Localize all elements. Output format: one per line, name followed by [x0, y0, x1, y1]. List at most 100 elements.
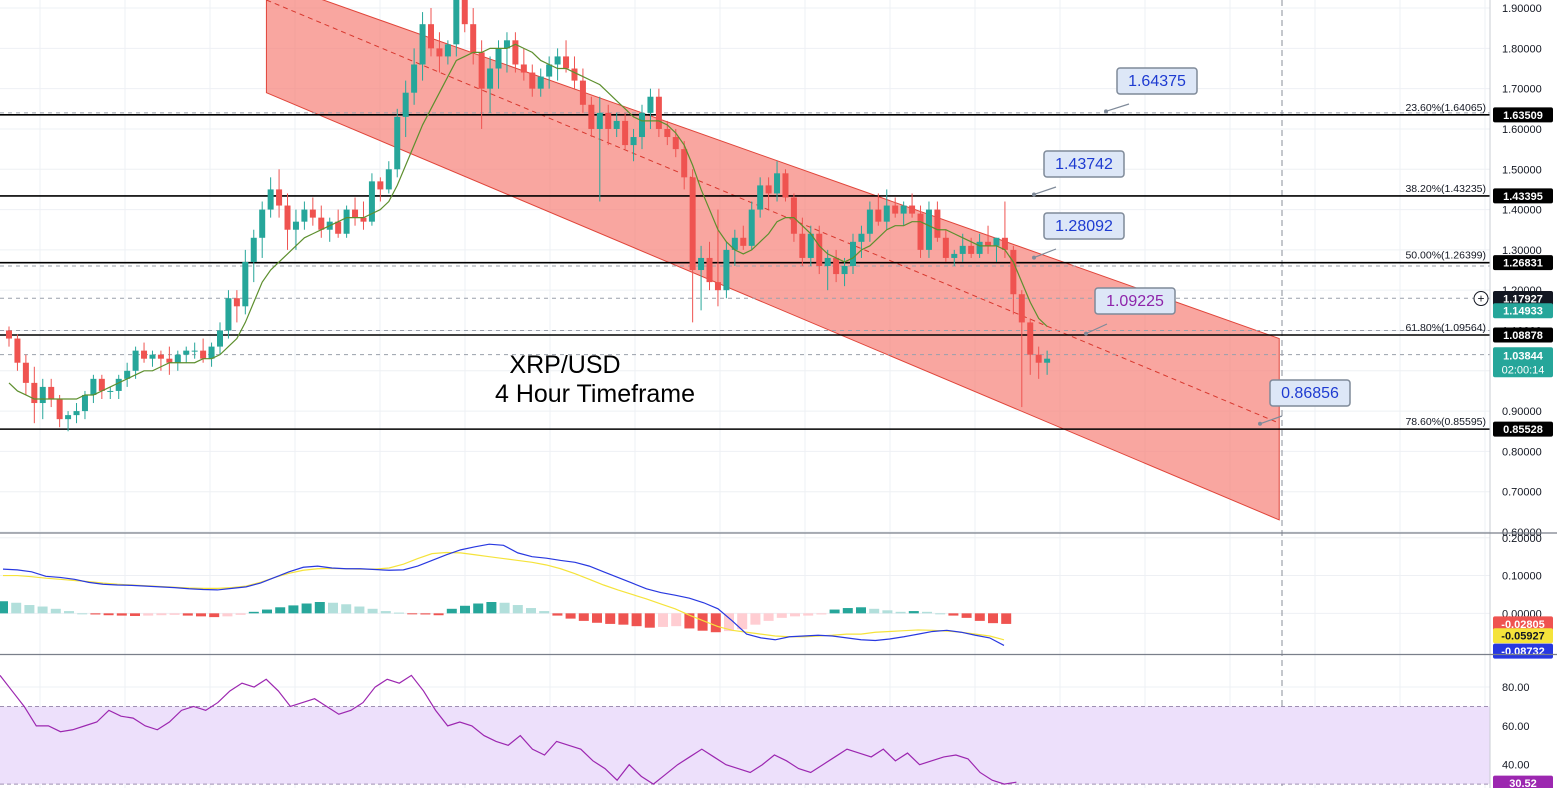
- crosshair-price-tag-bg: [1493, 291, 1553, 307]
- candle-body: [183, 350, 190, 355]
- macd-histogram-bar: [328, 602, 338, 614]
- macd-histogram-bar: [446, 608, 457, 614]
- callout-box: [1094, 287, 1176, 315]
- candle-body: [22, 362, 29, 383]
- candle-body: [233, 298, 240, 307]
- candle-body: [174, 354, 181, 363]
- level-price-tag: 1.26831: [1503, 258, 1543, 270]
- candle-body: [605, 112, 612, 129]
- macd-histogram-bar: [829, 609, 840, 614]
- candle-body: [824, 257, 831, 266]
- candle-body: [588, 104, 595, 129]
- candle-body: [259, 209, 266, 238]
- candle-body: [402, 92, 409, 117]
- chart-title: XRP/USD: [509, 351, 620, 379]
- macd-histogram-bar: [988, 613, 998, 624]
- price-tick-label: 1.70000: [1502, 84, 1542, 96]
- candle-body: [554, 56, 561, 65]
- candle-body: [630, 137, 637, 146]
- macd-histogram-bar: [473, 603, 484, 614]
- candle-body: [647, 96, 654, 113]
- macd-histogram-bar: [460, 605, 470, 614]
- candle-body: [740, 237, 747, 246]
- candle-body: [394, 116, 401, 170]
- candle-body: [39, 386, 46, 404]
- callout-box: [1043, 150, 1125, 178]
- candle-body: [512, 40, 519, 65]
- rsi-tick-label: 60.00: [1502, 721, 1530, 733]
- candle-body: [107, 390, 114, 392]
- macd-tick-label: 0.20000: [1502, 533, 1542, 545]
- macd-histogram-bar: [592, 613, 602, 623]
- candle-body: [200, 350, 207, 359]
- candle-body: [309, 209, 316, 218]
- macd-value-tag: -0.02805: [1501, 619, 1544, 631]
- candle-body: [799, 233, 806, 258]
- macd-histogram-bar: [314, 602, 325, 614]
- candle-body: [90, 378, 97, 395]
- plus-icon: +: [1477, 292, 1484, 306]
- macd-tick-label: 0.10000: [1502, 571, 1542, 583]
- candle-body: [1010, 249, 1017, 295]
- last-price-tag: 1.03844: [1503, 350, 1544, 362]
- macd-histogram-bar: [24, 605, 35, 614]
- price-tick-label: 0.70000: [1502, 487, 1542, 499]
- macd-histogram-bar: [565, 613, 576, 619]
- candle-body: [706, 257, 713, 283]
- countdown-tag: 02:00:14: [1502, 364, 1545, 376]
- candle-body: [444, 44, 451, 57]
- candle-body: [503, 40, 510, 49]
- candle-body: [487, 68, 494, 89]
- rsi-value-tag: 30.52: [1509, 778, 1537, 788]
- macd-signal-line: [3, 551, 1005, 641]
- macd-histogram-bar: [499, 602, 510, 614]
- level-price-tag-bg: [1493, 255, 1553, 271]
- macd-histogram-bar: [578, 613, 589, 621]
- candle-body: [850, 241, 856, 266]
- macd-histogram-bar: [895, 611, 906, 614]
- macd-value-tag-bg: [1493, 628, 1553, 644]
- macd-histogram-bar: [288, 605, 299, 614]
- channel-midline: [266, 0, 1280, 424]
- candle-body: [461, 0, 468, 25]
- macd-histogram-bar: [354, 606, 365, 614]
- candle-body: [284, 205, 291, 230]
- macd-histogram-bar: [169, 613, 180, 615]
- macd-histogram-bar: [856, 607, 866, 614]
- candle-body: [959, 245, 966, 254]
- ma-price-tag-bg: [1493, 303, 1553, 319]
- callout-pointer: [1085, 323, 1108, 335]
- candle-body: [723, 249, 730, 291]
- candle-body: [579, 80, 586, 105]
- rsi-tick-label: 40.00: [1502, 760, 1530, 772]
- price-tick-label: 0.90000: [1502, 406, 1542, 418]
- candle-body: [368, 181, 375, 222]
- candle-body: [141, 350, 148, 359]
- candle-body: [191, 350, 198, 352]
- callout-pointer: [1033, 248, 1057, 259]
- macd-histogram-bar: [367, 608, 378, 614]
- fib-label: 23.60%(1.64065): [1405, 102, 1486, 114]
- macd-histogram-bar: [539, 611, 550, 614]
- candle-body: [276, 189, 283, 206]
- callout-label: 1.09225: [1106, 293, 1164, 310]
- macd-histogram-bar: [935, 613, 946, 615]
- price-tick-label: 0.80000: [1502, 446, 1542, 458]
- candle-body: [816, 233, 823, 266]
- candle-body: [790, 197, 797, 234]
- callout-anchor: [1258, 421, 1262, 426]
- candle-body: [217, 330, 223, 347]
- macd-histogram-bar: [922, 611, 932, 614]
- candle-body: [318, 217, 325, 230]
- rsi-value-tag-bg: [1493, 775, 1553, 791]
- candle-body: [132, 350, 139, 371]
- macd-histogram-bar: [710, 613, 721, 633]
- candle-body: [934, 209, 941, 238]
- macd-histogram-bar: [974, 613, 985, 621]
- chart-subtitle: 4 Hour Timeframe: [495, 380, 695, 408]
- macd-histogram-bar: [116, 613, 127, 616]
- candle-body: [1027, 322, 1034, 355]
- fib-label: 61.80%(1.09564): [1405, 322, 1486, 334]
- macd-histogram-bar: [50, 608, 61, 614]
